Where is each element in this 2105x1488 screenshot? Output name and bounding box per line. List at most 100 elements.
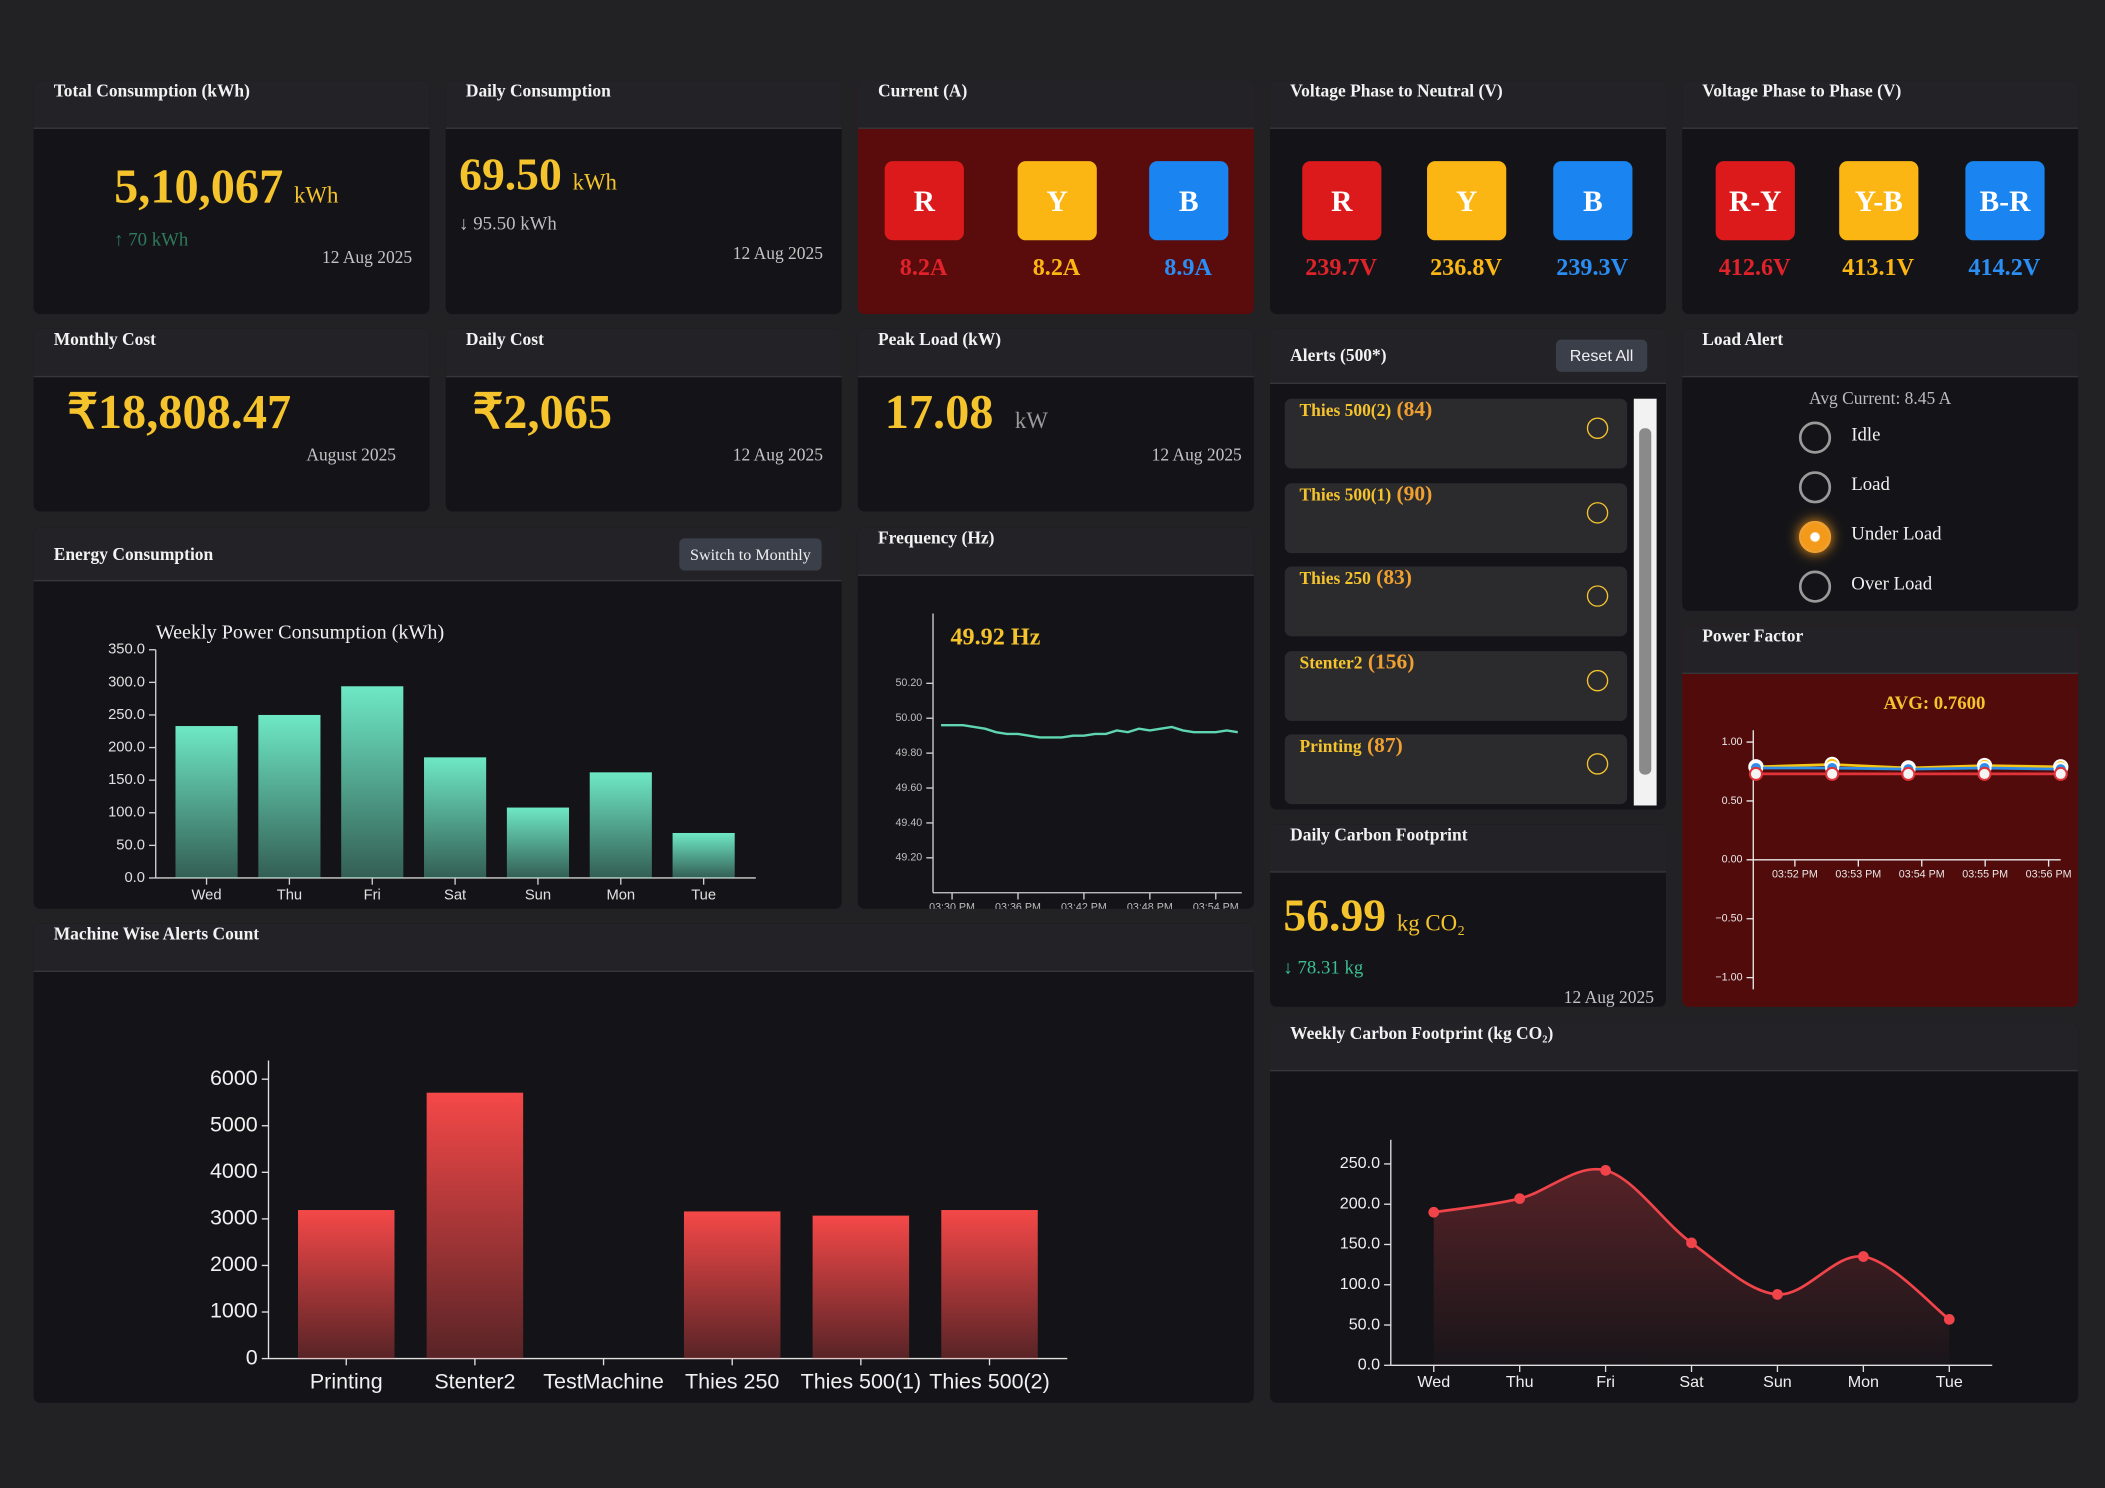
x-tick-label: 03:42 PM — [1061, 901, 1107, 909]
chevron — [1586, 669, 1609, 692]
phase-label: Y — [1427, 161, 1507, 241]
y-tick-label: 1000 — [210, 1299, 258, 1323]
option-label: Over Load — [1851, 574, 1933, 595]
bar — [424, 757, 487, 878]
point — [2053, 766, 2068, 781]
bar — [941, 1210, 1038, 1359]
alert-item[interactable]: Thies 250 (83) — [1284, 566, 1628, 637]
alert-name: Stenter2 — [1299, 652, 1363, 673]
value: 17.08 — [884, 385, 994, 439]
phase-label: Y — [1017, 161, 1097, 241]
delta: ↓ 78.31 kg — [1283, 958, 1364, 979]
y-tick-label: 0 — [246, 1345, 258, 1369]
y-tick-label: 150.0 — [108, 772, 145, 788]
line — [941, 723, 1238, 739]
unit: kW — [1014, 408, 1048, 434]
radio[interactable] — [1798, 520, 1832, 554]
card-title: Weekly Carbon Footprint (kg CO₂) — [1290, 1022, 1554, 1044]
card-header: Weekly Carbon Footprint (kg CO₂) — [1269, 1022, 2079, 1072]
date: August 2025 — [306, 444, 397, 465]
alert-row: Stenter2 (156) — [1300, 651, 1415, 675]
x-tick-label: Thu — [277, 887, 302, 903]
x-tick-label: 03:53 PM — [1835, 868, 1881, 880]
value-row: 17.08 kW — [885, 384, 1048, 440]
card-header: Daily Cost — [445, 328, 842, 378]
x-tick-label: Mon — [1848, 1373, 1879, 1391]
y-tick-label: −1.00 — [1715, 971, 1742, 983]
y-tick-label: 5000 — [210, 1112, 258, 1136]
card-header: Voltage Phase to Neutral (V) — [1269, 80, 1667, 129]
alert-item[interactable]: Thies 500(2) (84) — [1284, 398, 1628, 469]
y-tick-label: 200.0 — [108, 739, 145, 755]
point — [1857, 1251, 1869, 1262]
y-tick-label: 49.80 — [895, 747, 922, 759]
card-title: Daily Consumption — [465, 80, 611, 101]
annotation: 49.92 Hz — [950, 624, 1040, 651]
y-tick-label: 1.00 — [1722, 736, 1743, 748]
card-header: Monthly Cost — [33, 328, 430, 378]
date: 12 Aug 2025 — [1151, 444, 1242, 465]
alert-name: Printing — [1299, 735, 1362, 756]
switch-button[interactable]: Switch to Monthly — [679, 538, 822, 571]
unit: kWh — [572, 169, 617, 195]
y-tick-label: 250.0 — [1340, 1154, 1380, 1172]
alert-name: Thies 500(2) — [1299, 400, 1392, 421]
x-tick-label: Sat — [1679, 1373, 1704, 1391]
bar — [258, 714, 321, 878]
unit: kWh — [294, 182, 339, 209]
phase-value: 413.1V — [1842, 253, 1915, 281]
current-card: Current (A) R Y B 8.2A 8.2A 8.9A — [857, 80, 1254, 315]
phase-value: 414.2V — [1968, 253, 2041, 281]
radio[interactable] — [1798, 570, 1832, 603]
x-tick-label: TestMachine — [543, 1369, 664, 1393]
x-tick-label: Sat — [444, 887, 466, 903]
card-title: Energy Consumption — [53, 543, 214, 564]
radio[interactable] — [1798, 421, 1832, 454]
x-tick-label: Stenter2 — [434, 1369, 515, 1393]
bar — [589, 772, 652, 878]
value: 5,10,067 — [114, 159, 284, 214]
alert-item[interactable]: Thies 500(1) (90) — [1284, 483, 1628, 554]
radio[interactable] — [1798, 471, 1832, 504]
scrollbar[interactable] — [1633, 398, 1657, 806]
power-factor-chart: AVG: 0.7600 1.00 0.50 0.00 −0.50 −1.00 03:52 P… — [1715, 693, 2072, 990]
scroll-thumb[interactable] — [1639, 428, 1652, 775]
x-tick-label: Wed — [192, 887, 222, 903]
card-title: Monthly Cost — [53, 328, 156, 350]
card-header: Machine Wise Alerts Count — [33, 923, 1254, 972]
load-alert-card: Load Alert Avg Current: 8.45 A Idle Load… — [1682, 328, 2079, 611]
alert-item[interactable]: Printing (87) — [1284, 734, 1628, 805]
option-label: Load — [1851, 475, 1890, 496]
x-tick-label: 03:55 PM — [1962, 868, 2008, 880]
reset-button[interactable]: Reset All — [1555, 339, 1648, 372]
phase-label: B — [1553, 161, 1633, 241]
weekly-carbon-chart: 0.0 50.0 100.0 150.0 200.0 250.0 Wed Thu Fri Sat S… — [1340, 1139, 1993, 1391]
y-tick-label: 50.20 — [895, 677, 922, 689]
y-tick-label: 49.60 — [895, 782, 922, 794]
x-tick-label: Fri — [1596, 1373, 1615, 1391]
alert-row: Thies 250 (83) — [1300, 567, 1412, 591]
energy-chart: Weekly Power Consumption (kWh) 0.0 50.0 100… — [108, 621, 756, 903]
y-tick-label: 0.0 — [124, 870, 145, 886]
value: 69.50 — [459, 150, 562, 201]
date: 12 Aug 2025 — [321, 247, 413, 268]
daily-cost-card: Daily Cost ₹2,065 12 Aug 2025 — [445, 328, 842, 512]
y-tick-label: 6000 — [210, 1066, 258, 1090]
bar — [812, 1215, 910, 1359]
date: 12 Aug 2025 — [1563, 986, 1654, 1007]
unit: kg CO₂ — [1396, 910, 1466, 936]
y-tick-label: 3000 — [210, 1206, 258, 1230]
delta: ↓ 95.50 kWh — [459, 214, 557, 235]
point — [1748, 766, 1764, 781]
total-consumption-card: Total Consumption (kWh) 5,10,067 kWh ↑ 70… — [33, 80, 430, 315]
x-tick-label: Printing — [310, 1369, 383, 1393]
alert-count: (90) — [1396, 483, 1433, 507]
y-tick-label: 150.0 — [1340, 1235, 1380, 1253]
card-header: Alerts (500*) Reset All — [1269, 328, 1667, 384]
y-tick-label: 100.0 — [108, 805, 145, 821]
alert-item[interactable]: Stenter2 (156) — [1284, 651, 1628, 721]
y-tick-label: 0.00 — [1722, 854, 1743, 866]
x-tick-label: 03:54 PM — [1193, 901, 1239, 909]
